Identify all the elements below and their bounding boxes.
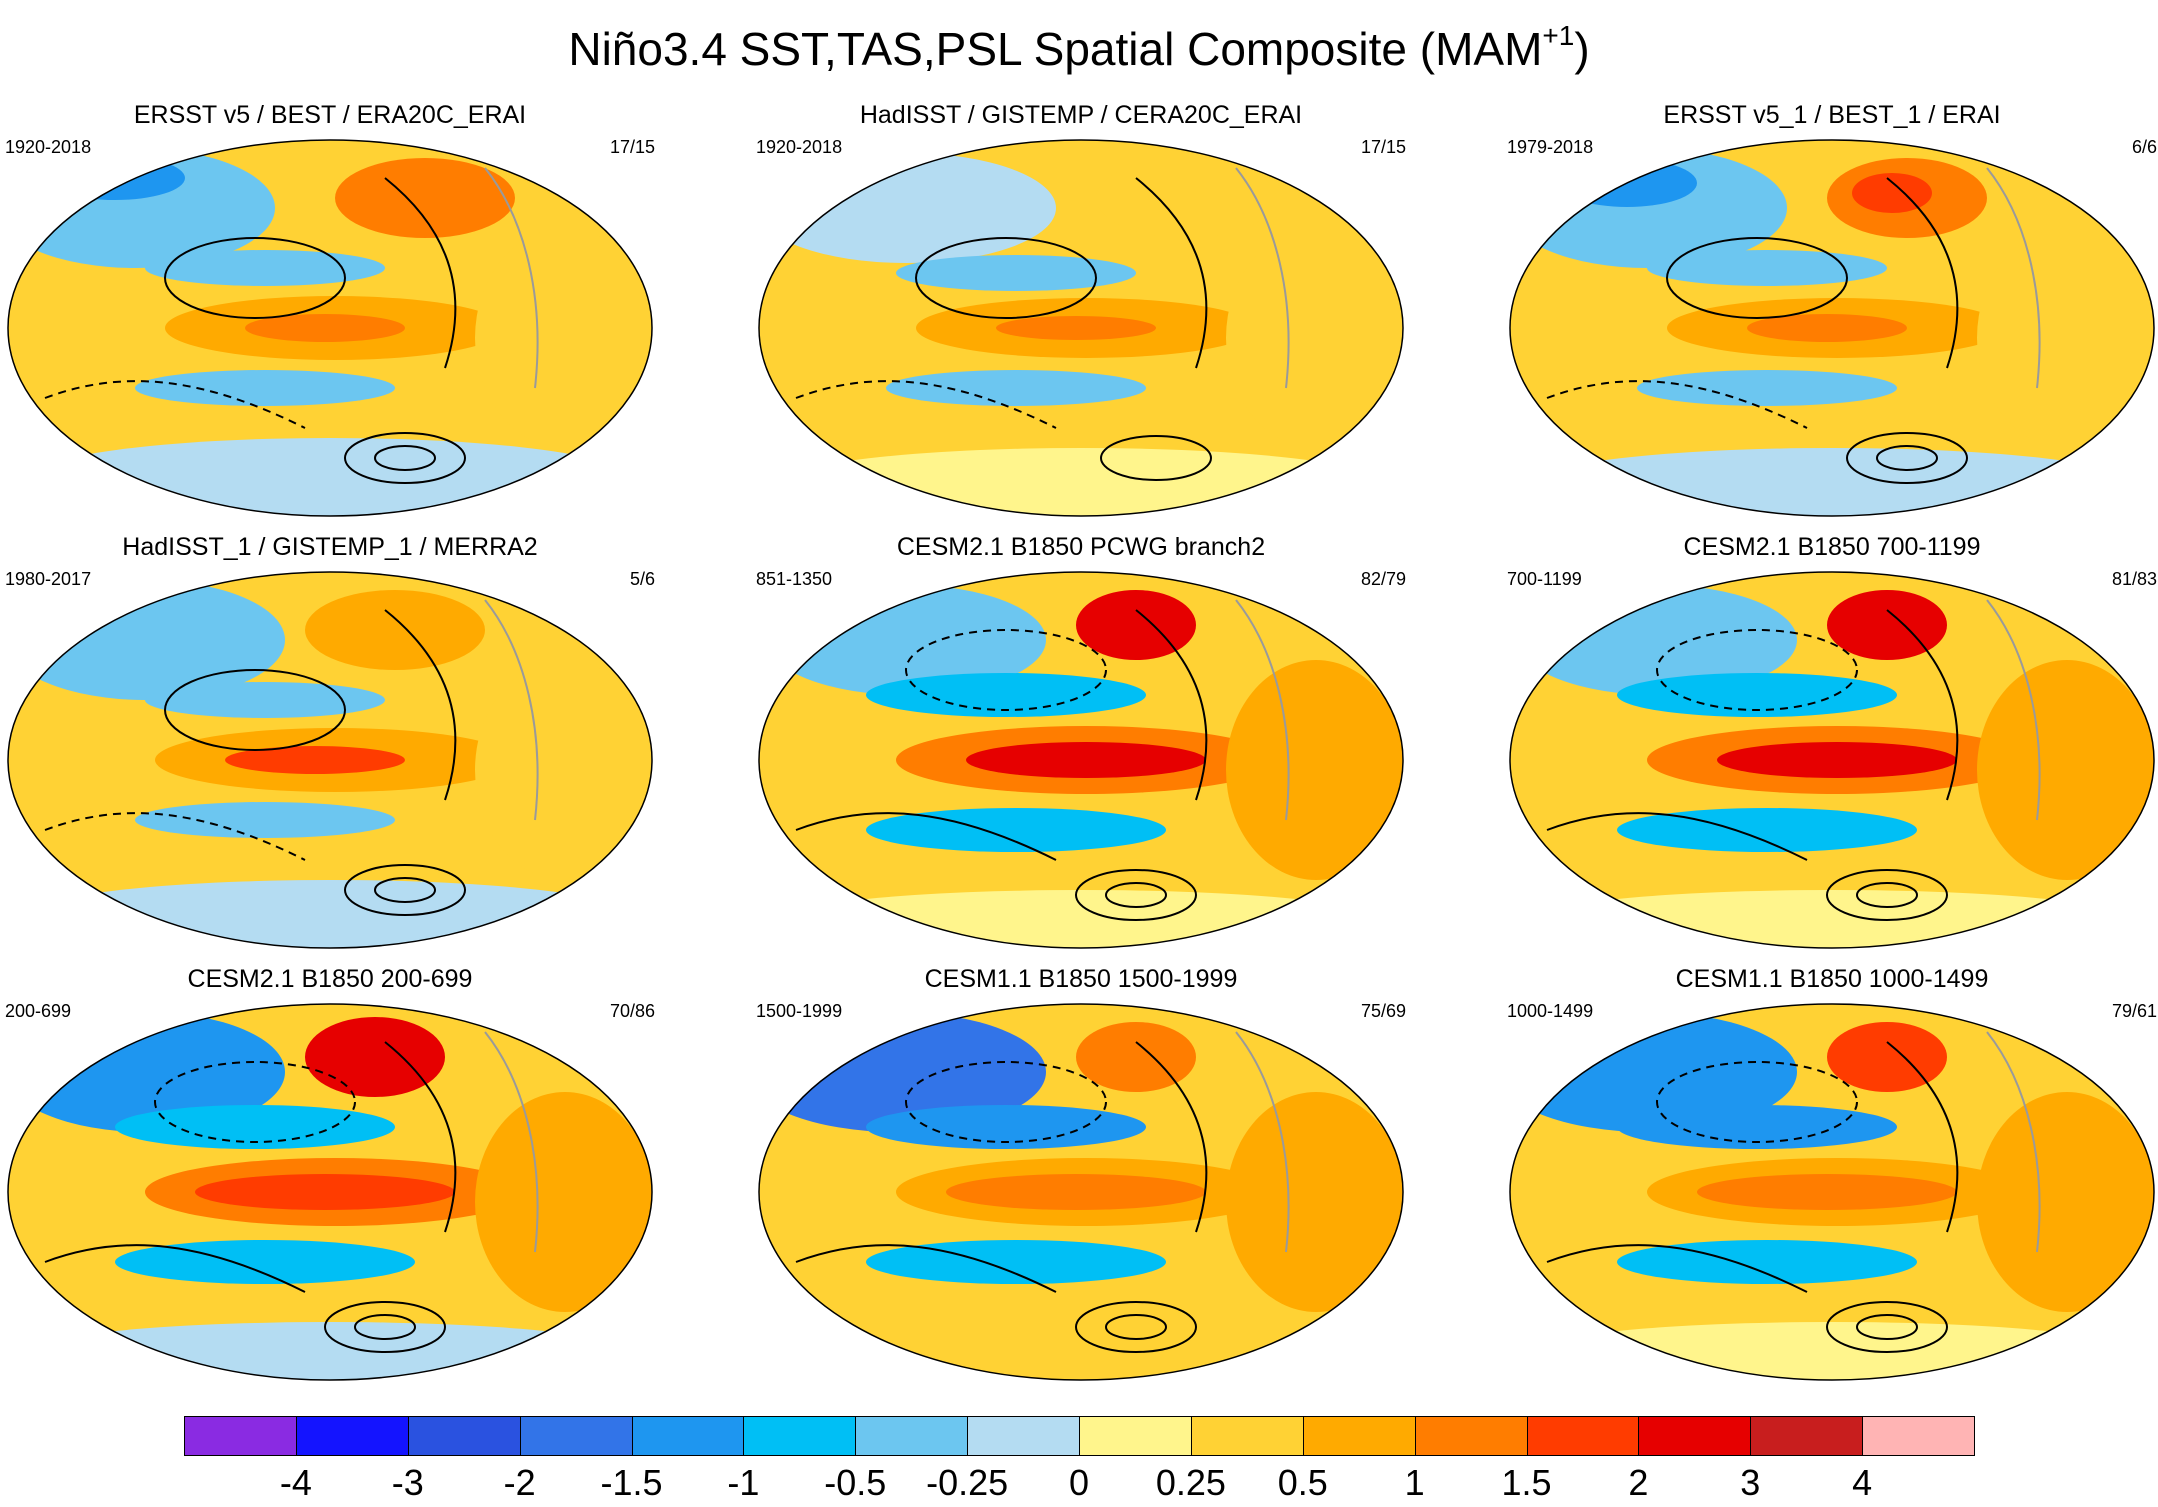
colorbar-tick-label: 2 bbox=[1628, 1462, 1649, 1503]
colorbar-tick-label: -3 bbox=[391, 1462, 424, 1503]
colorbar-tick-label: -0.5 bbox=[824, 1462, 887, 1503]
colorbar-tick-label: -1 bbox=[727, 1462, 760, 1503]
panel-title: HadISST_1 / GISTEMP_1 / MERRA2 bbox=[122, 533, 538, 561]
panel-count: 6/6 bbox=[2131, 137, 2157, 157]
composite-map bbox=[758, 571, 1404, 949]
colorbar-swatch bbox=[631, 1416, 745, 1456]
colorbar-tick-label: 3 bbox=[1740, 1462, 1761, 1503]
colorbar-swatch bbox=[967, 1416, 1080, 1456]
composite-map bbox=[1509, 139, 2155, 517]
panel-title: CESM2.1 B1850 200-699 bbox=[187, 965, 473, 993]
composite-map bbox=[7, 139, 653, 517]
panel-period: 1920-2018 bbox=[756, 137, 843, 157]
panel-period: 1920-2018 bbox=[5, 137, 92, 157]
colorbar-tick-label: -2 bbox=[503, 1462, 536, 1503]
panel-title: ERSST v5_1 / BEST_1 / ERAI bbox=[1663, 101, 2001, 129]
composite-map bbox=[7, 571, 653, 949]
composite-map bbox=[7, 1003, 653, 1381]
panel-5: CESM2.1 B1850 PCWG branch2 851-1350 82/7… bbox=[756, 532, 1406, 950]
panel-title: CESM1.1 B1850 1500-1999 bbox=[924, 965, 1238, 993]
panel-count: 5/6 bbox=[629, 569, 655, 589]
colorbar-tick-label: 4 bbox=[1852, 1462, 1873, 1503]
colorbar-swatch bbox=[1079, 1416, 1192, 1456]
colorbar-tick-label: -1.5 bbox=[600, 1462, 663, 1503]
colorbar-tick-label: -0.25 bbox=[926, 1462, 1009, 1503]
panel-period: 1979-2018 bbox=[1507, 137, 1594, 157]
colorbar-swatch bbox=[295, 1416, 409, 1456]
panel-3: ERSST v5_1 / BEST_1 / ERAI 1979-2018 6/6 bbox=[1507, 100, 2157, 518]
colorbar-swatch bbox=[184, 1416, 297, 1456]
panel-title: HadISST / GISTEMP / CERA20C_ERAI bbox=[859, 101, 1303, 129]
panel-title: ERSST v5 / BEST / ERA20C_ERAI bbox=[133, 101, 527, 129]
colorbar-tick-label: 1.5 bbox=[1501, 1462, 1552, 1503]
colorbar-swatch bbox=[1638, 1416, 1752, 1456]
panel-title: CESM2.1 B1850 700-1199 bbox=[1683, 533, 1981, 561]
colorbar-tick-label: 1 bbox=[1404, 1462, 1425, 1503]
panel-title: CESM2.1 B1850 PCWG branch2 bbox=[896, 533, 1266, 561]
colorbar-swatch bbox=[407, 1416, 521, 1456]
panel-period: 1980-2017 bbox=[5, 569, 92, 589]
colorbar-swatch bbox=[1302, 1416, 1416, 1456]
colorbar-tick-label: 0.5 bbox=[1277, 1462, 1328, 1503]
composite-map bbox=[758, 139, 1404, 517]
colorbar-swatch bbox=[1862, 1416, 1975, 1456]
panel-count: 79/61 bbox=[2111, 1001, 2157, 1021]
panel-7: CESM2.1 B1850 200-699 200-699 70/86 bbox=[5, 964, 655, 1382]
colorbar-swatch bbox=[519, 1416, 633, 1456]
panel-period: 851-1350 bbox=[756, 569, 833, 589]
panel-8: CESM1.1 B1850 1500-1999 1500-1999 75/69 bbox=[756, 964, 1406, 1382]
panel-period: 700-1199 bbox=[1507, 569, 1582, 589]
panel-6: CESM2.1 B1850 700-1199 700-1199 81/83 bbox=[1507, 532, 2157, 950]
panel-9: CESM1.1 B1850 1000-1499 1000-1499 79/61 bbox=[1507, 964, 2157, 1382]
panel-count: 81/83 bbox=[2111, 569, 2157, 589]
colorbar-swatch bbox=[1414, 1416, 1528, 1456]
colorbar-swatch bbox=[1190, 1416, 1304, 1456]
figure-title-close: ) bbox=[1574, 23, 1590, 75]
panel-4: HadISST_1 / GISTEMP_1 / MERRA2 1980-2017… bbox=[5, 532, 655, 950]
colorbar-swatch bbox=[1750, 1416, 1864, 1456]
panel-title: CESM1.1 B1850 1000-1499 bbox=[1675, 965, 1989, 993]
colorbar-swatch bbox=[1526, 1416, 1640, 1456]
panel-count: 70/86 bbox=[609, 1001, 655, 1021]
colorbar-tick-label: -4 bbox=[279, 1462, 312, 1503]
panel-2: HadISST / GISTEMP / CERA20C_ERAI 1920-20… bbox=[756, 100, 1406, 518]
panel-count: 82/79 bbox=[1360, 569, 1406, 589]
colorbar-swatch bbox=[855, 1416, 969, 1456]
colorbar-tick-label: 0.25 bbox=[1155, 1462, 1226, 1503]
panel-count: 75/69 bbox=[1360, 1001, 1406, 1021]
figure-title-text: Niño3.4 SST,TAS,PSL Spatial Composite (M… bbox=[568, 23, 1543, 75]
figure-title: Niño3.4 SST,TAS,PSL Spatial Composite (M… bbox=[0, 6, 2158, 79]
panel-count: 17/15 bbox=[1360, 137, 1406, 157]
panel-1: ERSST v5 / BEST / ERA20C_ERAI 1920-2018 … bbox=[5, 100, 655, 518]
colorbar-swatch bbox=[743, 1416, 857, 1456]
panel-period: 200-699 bbox=[5, 1001, 72, 1021]
composite-map bbox=[758, 1003, 1404, 1381]
composite-map bbox=[1509, 1003, 2155, 1381]
colorbar-tick-label: 0 bbox=[1068, 1462, 1090, 1503]
panel-count: 17/15 bbox=[609, 137, 655, 157]
panel-period: 1000-1499 bbox=[1507, 1001, 1594, 1021]
figure-title-superscript: +1 bbox=[1542, 20, 1575, 51]
panel-period: 1500-1999 bbox=[756, 1001, 843, 1021]
colorbar bbox=[184, 1416, 1975, 1460]
composite-map bbox=[1509, 571, 2155, 949]
